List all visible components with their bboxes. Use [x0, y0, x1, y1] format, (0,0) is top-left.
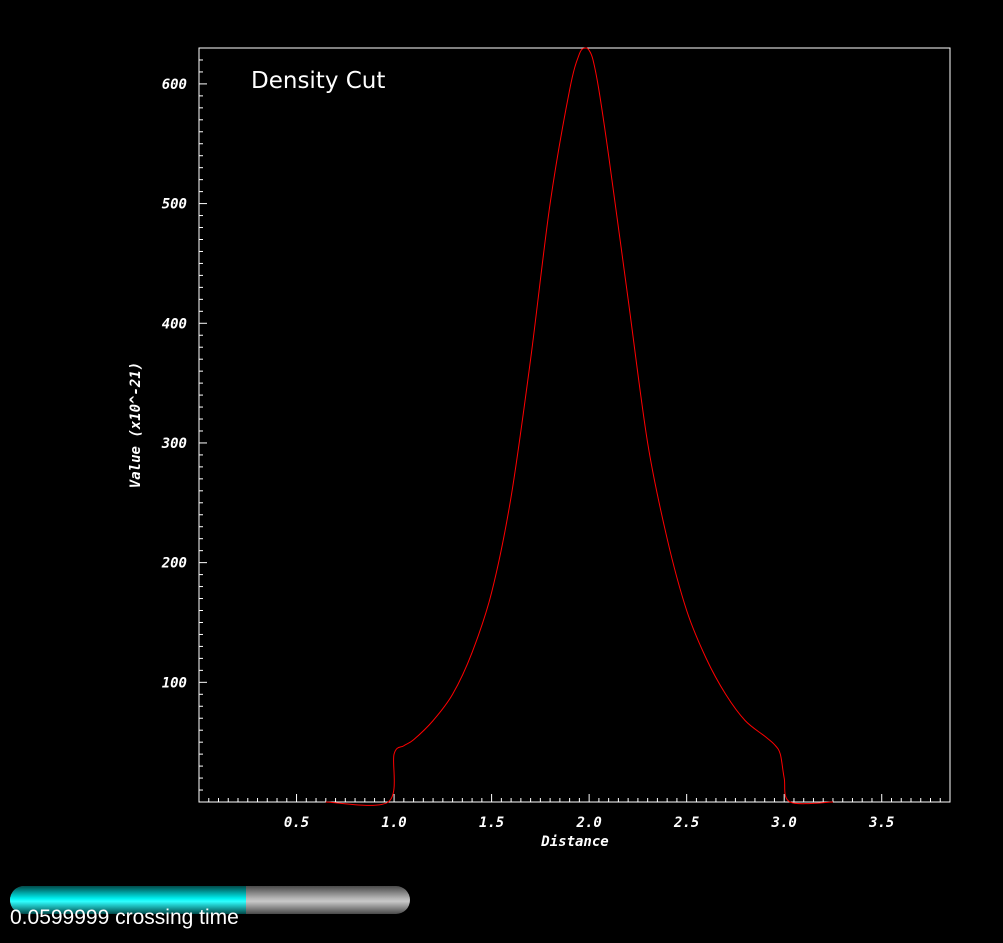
plot-frame	[198, 47, 951, 803]
y-axis-ticks	[199, 47, 207, 791]
y-axis-tick-labels: 100 200 300 400 500 600	[161, 77, 187, 691]
x-tick-label: 2.5	[673, 815, 699, 831]
y-tick-label: 100	[162, 675, 187, 691]
x-axis-tick-labels: 0.5 1.0 1.5 2.0 2.5 3.0 3.5	[284, 815, 894, 831]
x-tick-label: 2.0	[575, 815, 601, 831]
y-tick-label: 400	[162, 316, 187, 332]
x-tick-label: 0.5	[284, 815, 309, 831]
density-series-line	[325, 47, 833, 806]
chart-title: Density Cut	[251, 68, 385, 94]
x-axis-title: Distance	[540, 834, 608, 850]
time-slider[interactable]	[10, 886, 410, 914]
x-axis-ticks	[208, 794, 941, 802]
y-axis-title: Value (x10^-21)	[128, 362, 144, 488]
y-tick-label: 600	[162, 77, 187, 93]
y-tick-label: 200	[161, 556, 187, 572]
time-slider-fill	[10, 886, 246, 914]
x-tick-label: 3.5	[868, 815, 894, 831]
y-tick-label: 500	[162, 197, 187, 213]
x-tick-label: 3.0	[771, 815, 797, 831]
time-label: 0.0599999 crossing time	[10, 906, 239, 929]
x-tick-label: 1.0	[381, 815, 406, 831]
x-tick-label: 1.5	[479, 815, 504, 831]
y-tick-label: 300	[161, 436, 187, 452]
